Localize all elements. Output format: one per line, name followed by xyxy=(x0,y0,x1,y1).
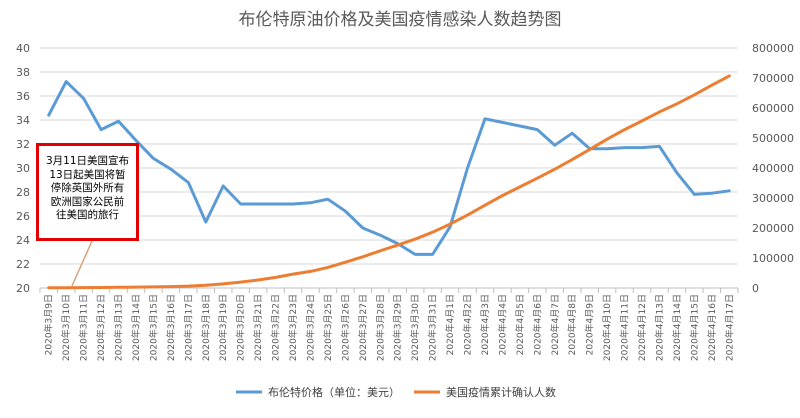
x-tick-label: 2020年4月14日 xyxy=(671,294,683,361)
x-tick-label: 2020年3月11日 xyxy=(78,294,90,361)
legend-label: 布伦特价格（单位：美元） xyxy=(268,385,400,399)
left-tick-label: 26 xyxy=(16,210,30,223)
x-tick-label: 2020年3月17日 xyxy=(182,294,194,361)
x-tick-label: 2020年4月10日 xyxy=(601,294,613,361)
series-line-1 xyxy=(47,80,731,256)
x-tick-label: 2020年3月22日 xyxy=(270,294,282,361)
chart-title: 布伦特原油价格及美国疫情感染人数趋势图 xyxy=(239,10,562,30)
left-tick-label: 38 xyxy=(16,66,30,79)
x-tick-label: 2020年4月1日 xyxy=(444,294,456,355)
left-axis-ticks: 20 22 24 26 28 30 32 34 36 38 40 xyxy=(16,42,30,295)
left-tick-label: 34 xyxy=(16,114,30,127)
x-tick-label: 2020年3月24日 xyxy=(304,294,316,361)
x-tick-label: 2020年4月5日 xyxy=(514,294,526,355)
annotation-text-line: 3月11日美国宣布 xyxy=(45,155,130,167)
right-tick-label: 700000 xyxy=(752,72,794,85)
right-tick-label: 100000 xyxy=(752,252,794,265)
x-tick-label: 2020年4月7日 xyxy=(549,294,561,355)
x-tick-label: 2020年4月8日 xyxy=(566,294,578,355)
x-tick-label: 2020年4月2日 xyxy=(462,294,474,355)
left-tick-label: 28 xyxy=(16,186,30,199)
x-tick-label: 2020年3月31日 xyxy=(427,294,439,361)
x-tick-label: 2020年3月30日 xyxy=(409,294,421,361)
x-tick-label: 2020年3月25日 xyxy=(322,294,334,361)
left-tick-label: 30 xyxy=(16,162,30,175)
legend: 布伦特价格（单位：美元） 美国疫情累计确认人数 xyxy=(236,385,556,399)
right-tick-label: 200000 xyxy=(752,222,794,235)
right-tick-label: 600000 xyxy=(752,102,794,115)
right-tick-label: 400000 xyxy=(752,162,794,175)
left-tick-label: 32 xyxy=(16,138,30,151)
left-tick-label: 22 xyxy=(16,258,30,271)
left-tick-label: 36 xyxy=(16,90,30,103)
left-tick-label: 20 xyxy=(16,282,30,295)
x-tick-label: 2020年3月12日 xyxy=(95,294,107,361)
x-tick-label: 2020年4月17日 xyxy=(723,294,735,361)
x-tick-label: 2020年3月13日 xyxy=(113,294,125,361)
x-tick-label: 2020年4月6日 xyxy=(531,294,543,355)
x-tick-label: 2020年3月28日 xyxy=(374,294,386,361)
x-tick-label: 2020年4月16日 xyxy=(706,294,718,361)
x-tick-label: 2020年3月15日 xyxy=(147,294,159,361)
x-tick-label: 2020年4月4日 xyxy=(496,294,508,355)
left-tick-label: 24 xyxy=(16,234,30,247)
series-layer xyxy=(47,74,731,290)
x-tick-label: 2020年3月9日 xyxy=(43,294,55,355)
legend-label: 美国疫情累计确认人数 xyxy=(446,385,556,399)
right-axis-ticks: 0 100000 200000 300000 400000 500000 600000 700… xyxy=(752,42,794,295)
x-tick-label: 2020年4月13日 xyxy=(653,294,665,361)
x-tick-label: 2020年3月27日 xyxy=(357,294,369,361)
x-tick-label: 2020年3月14日 xyxy=(130,294,142,361)
grid-lines xyxy=(40,47,738,289)
annotation-text-line: 停除英国外所有 xyxy=(50,182,125,194)
x-tick-label: 2020年4月3日 xyxy=(479,294,491,355)
right-tick-label: 500000 xyxy=(752,132,794,145)
annotation-text-line: 往美国的旅行 xyxy=(56,209,119,221)
x-tick-label: 2020年3月23日 xyxy=(287,294,299,361)
x-tick-label: 2020年3月10日 xyxy=(60,294,72,361)
x-tick-label: 2020年4月11日 xyxy=(619,294,631,361)
series-line-2 xyxy=(47,74,731,290)
x-tick-label: 2020年4月9日 xyxy=(584,294,596,355)
x-tick-label: 2020年3月26日 xyxy=(339,294,351,361)
x-tick-label: 2020年3月18日 xyxy=(200,294,212,361)
right-tick-label: 800000 xyxy=(752,42,794,55)
annotation-box: 3月11日美国宣布 13日起美国将暂 停除英国外所有 欧洲国家公民前 往美国的旅行 xyxy=(36,143,139,241)
x-tick-label: 2020年3月29日 xyxy=(392,294,404,361)
annotation-pointer xyxy=(71,240,93,287)
left-tick-label: 40 xyxy=(16,42,30,55)
annotation-text-line: 13日起美国将暂 xyxy=(49,168,126,181)
right-tick-label: 300000 xyxy=(752,192,794,205)
x-tick-label: 2020年4月15日 xyxy=(688,294,700,361)
x-tick-label: 2020年3月16日 xyxy=(165,294,177,361)
x-axis: 2020年3月9日 2020年3月10日 2020年3月11日 2020年3月12日 2… xyxy=(39,288,739,361)
x-tick-label: 2020年3月21日 xyxy=(252,294,264,361)
annotation-text-line: 欧洲国家公民前 xyxy=(50,195,125,208)
x-tick-label: 2020年4月12日 xyxy=(636,294,648,361)
x-tick-label: 2020年3月19日 xyxy=(217,294,229,361)
x-tick-label: 2020年3月20日 xyxy=(235,294,247,361)
right-tick-label: 0 xyxy=(752,282,759,295)
annotation-pointer-line xyxy=(71,240,93,287)
